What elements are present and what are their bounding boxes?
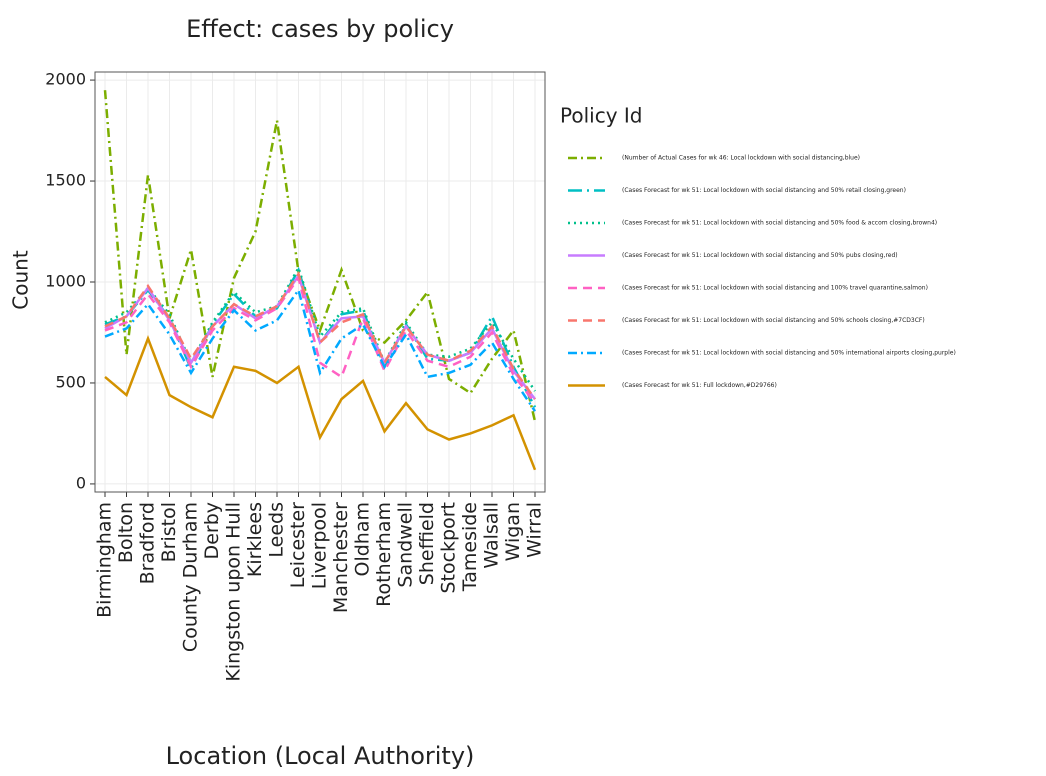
y-tick-label: 1000 <box>45 272 86 291</box>
series-line <box>104 335 537 471</box>
x-tick-label: Kingston upon Hull <box>223 502 245 682</box>
legend-label: (Cases Forecast for wk 51: Local lockdow… <box>622 285 928 292</box>
series-line <box>103 90 537 422</box>
x-tick-label: Manchester <box>330 502 352 613</box>
x-tick-label: Sheffield <box>416 502 438 585</box>
series-line <box>104 287 537 412</box>
plot-border <box>94 71 546 493</box>
y-tick-label: 1500 <box>45 171 86 190</box>
x-tick-label: Wigan <box>502 502 524 561</box>
x-tick-label: Sandwell <box>395 502 417 588</box>
legend-title: Policy Id <box>560 104 642 128</box>
legend-label: (Cases Forecast for wk 51: Local lockdow… <box>622 187 906 194</box>
legend-label: (Number of Actual Cases for wk 46: Local… <box>622 155 860 162</box>
x-tick-label: Bolton <box>115 502 137 563</box>
legend-label: (Cases Forecast for wk 51: Local lockdow… <box>622 350 956 357</box>
x-tick-label: Walsall <box>481 502 503 569</box>
chart-title: Effect: cases by policy <box>186 15 454 43</box>
y-tick-label: 2000 <box>45 70 86 89</box>
legend-label: (Cases Forecast for wk 51: Local lockdow… <box>622 220 937 227</box>
x-tick-label: Birmingham <box>94 502 116 618</box>
x-tick-label: Bradford <box>137 502 159 584</box>
x-tick-label: Rotherham <box>373 502 395 607</box>
x-tick-label: Stockport <box>438 502 460 594</box>
x-tick-label: Liverpool <box>309 502 331 589</box>
x-tick-label: Kirklees <box>244 502 266 577</box>
series-line <box>104 275 536 404</box>
x-tick-label: Oldham <box>352 502 374 577</box>
x-tick-label: Bristol <box>158 502 180 562</box>
legend-label: (Cases Forecast for wk 51: Full lockdown… <box>622 382 777 389</box>
y-tick-label: 0 <box>76 473 86 492</box>
y-axis-label: Count <box>9 250 33 310</box>
x-tick-label: Wirral <box>524 502 546 558</box>
y-tick-label: 500 <box>55 372 86 391</box>
x-tick-label: Leeds <box>266 502 288 558</box>
x-axis-label: Location (Local Authority) <box>166 742 475 770</box>
x-tick-label: Tameside <box>459 502 481 592</box>
x-tick-label: Derby <box>201 502 223 559</box>
legend-label: (Cases Forecast for wk 51: Local lockdow… <box>622 252 898 259</box>
x-tick-label: County Durham <box>180 502 202 652</box>
x-tick-label: Leicester <box>287 502 309 588</box>
legend-label: (Cases Forecast for wk 51: Local lockdow… <box>622 317 925 324</box>
